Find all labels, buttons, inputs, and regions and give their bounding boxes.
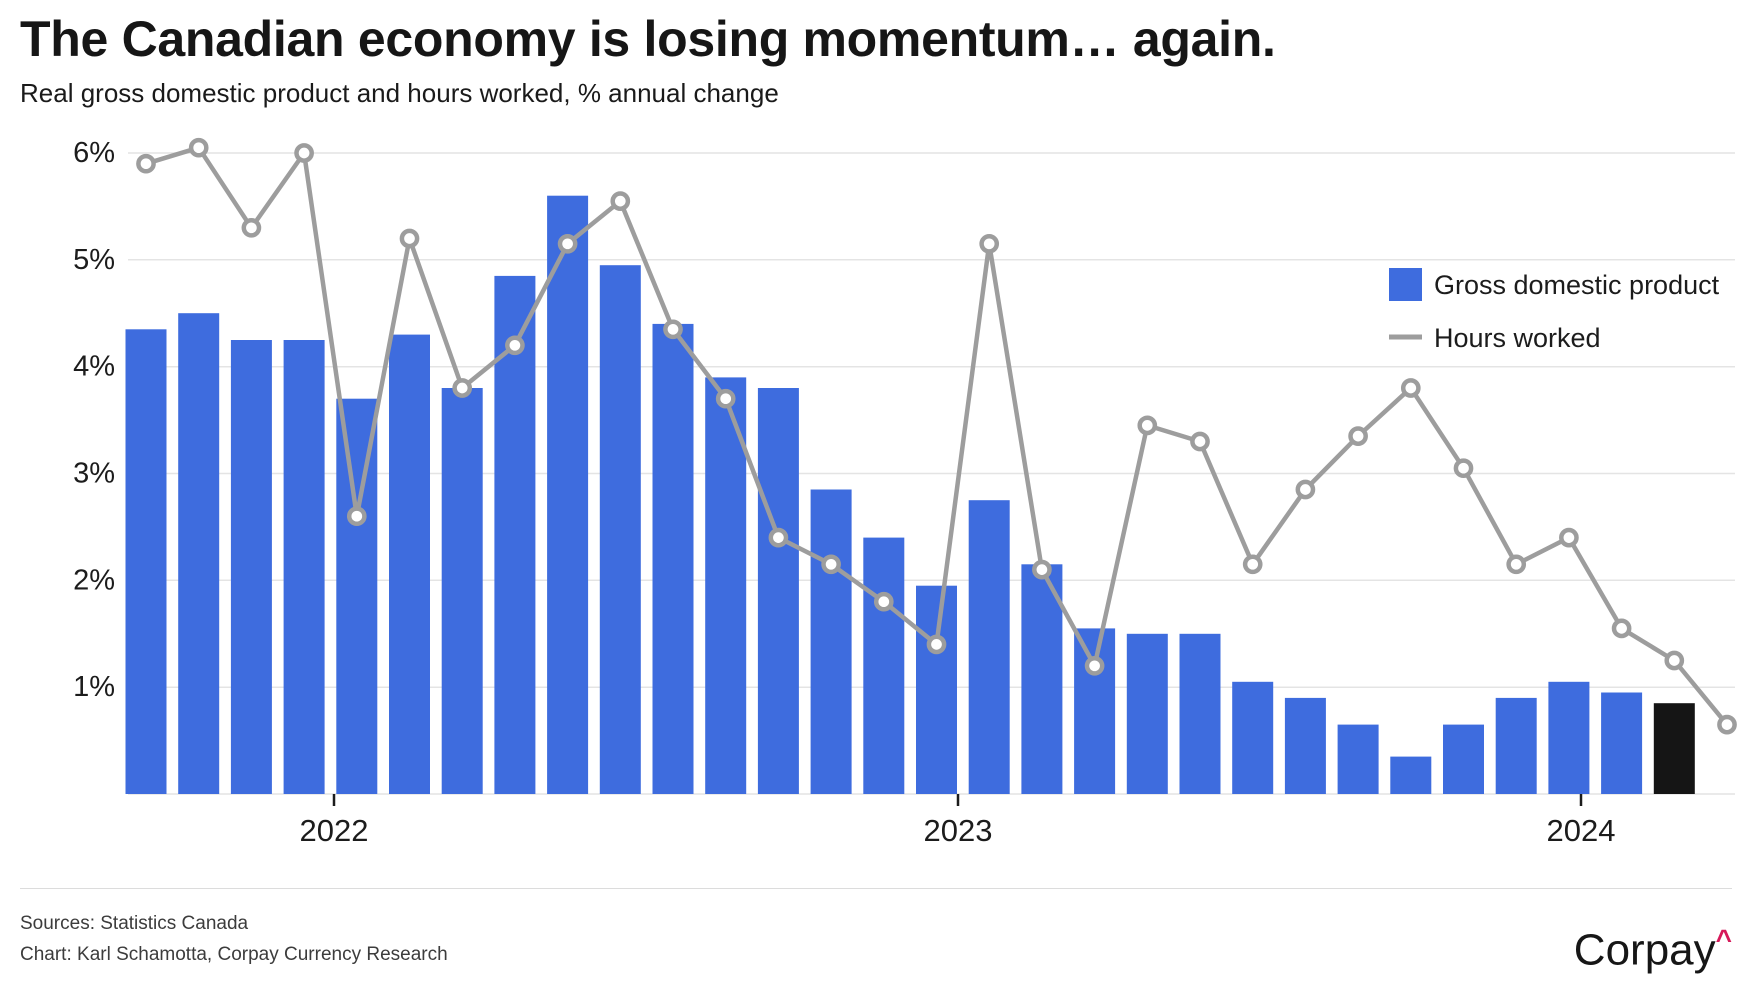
svg-text:2022: 2022 (300, 813, 369, 848)
svg-text:2023: 2023 (924, 813, 993, 848)
svg-text:1%: 1% (73, 671, 115, 703)
svg-text:Gross domestic product: Gross domestic product (1434, 270, 1720, 300)
svg-text:5%: 5% (73, 244, 115, 276)
svg-text:3%: 3% (73, 458, 115, 490)
svg-text:2%: 2% (73, 564, 115, 596)
svg-text:Hours worked: Hours worked (1434, 323, 1601, 353)
svg-text:2024: 2024 (1547, 813, 1616, 848)
svg-text:4%: 4% (73, 351, 115, 383)
svg-text:6%: 6% (73, 137, 115, 169)
